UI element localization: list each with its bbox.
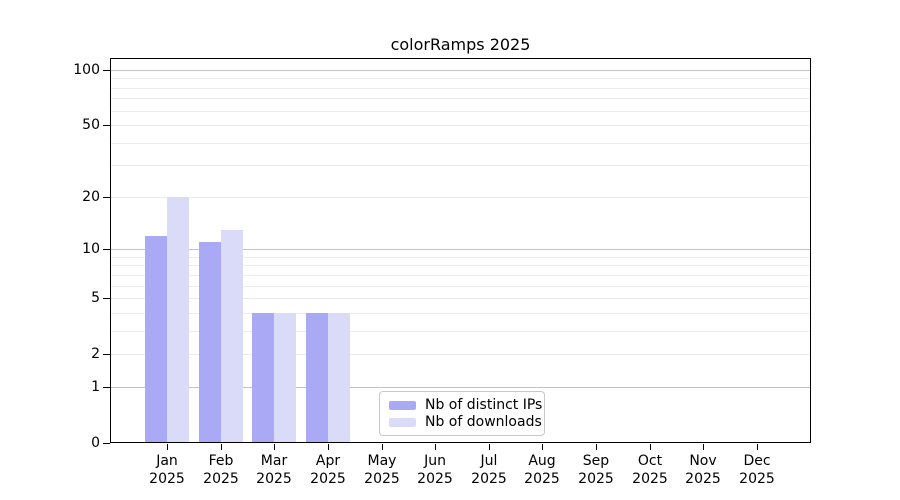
gridline-major [110, 387, 811, 388]
x-tick-label: Mar 2025 [256, 453, 292, 487]
legend-item-distinct-ips: Nb of distinct IPs [389, 397, 542, 414]
x-tick [596, 444, 597, 450]
gridline-minor [110, 257, 811, 258]
y-tick [103, 354, 110, 355]
y-tick [103, 197, 110, 198]
bar-downloads [221, 230, 243, 443]
gridline-minor [110, 298, 811, 299]
y-tick [103, 249, 110, 250]
gridline-major [110, 249, 811, 250]
y-tick [103, 443, 110, 444]
y-tick-label: 5 [91, 290, 100, 306]
gridline-minor [110, 275, 811, 276]
x-tick [167, 444, 168, 450]
gridline-minor [110, 197, 811, 198]
bar-downloads [167, 197, 189, 443]
bar-distinct-ips [145, 236, 167, 443]
x-tick-label: Apr 2025 [310, 453, 346, 487]
x-tick [489, 444, 490, 450]
y-tick [103, 298, 110, 299]
x-tick-label: Feb 2025 [203, 453, 239, 487]
y-tick [103, 70, 110, 71]
x-tick-label: Nov 2025 [685, 453, 721, 487]
gridline-minor [110, 88, 811, 89]
y-tick-label: 100 [73, 62, 100, 78]
plot-frame [110, 58, 811, 443]
x-tick-label: Oct 2025 [632, 453, 668, 487]
y-tick-label: 10 [82, 241, 100, 257]
gridline-minor [110, 313, 811, 314]
bar-distinct-ips [252, 313, 274, 443]
gridline-minor [110, 286, 811, 287]
x-tick-label: Aug 2025 [524, 453, 560, 487]
bar-distinct-ips [306, 313, 328, 443]
x-tick [703, 444, 704, 450]
bar-downloads [274, 313, 296, 443]
gridline-minor [110, 265, 811, 266]
y-tick [103, 387, 110, 388]
y-tick [103, 125, 110, 126]
x-tick [328, 444, 329, 450]
x-tick [221, 444, 222, 450]
gridline-minor [110, 165, 811, 166]
legend: Nb of distinct IPs Nb of downloads [379, 391, 545, 436]
x-tick-label: Sep 2025 [578, 453, 614, 487]
gridline-minor [110, 143, 811, 144]
gridline-minor [110, 111, 811, 112]
legend-item-downloads: Nb of downloads [389, 414, 542, 431]
x-tick-label: Jun 2025 [417, 453, 453, 487]
x-tick [274, 444, 275, 450]
chart-title: colorRamps 2025 [390, 35, 531, 54]
y-tick-label: 50 [82, 117, 100, 133]
x-tick-label: May 2025 [364, 453, 400, 487]
bar-downloads [328, 313, 350, 443]
x-tick [435, 444, 436, 450]
x-tick [757, 444, 758, 450]
legend-swatch-distinct-ips-icon [389, 401, 416, 410]
y-tick-label: 20 [82, 189, 100, 205]
x-tick-label: Dec 2025 [739, 453, 775, 487]
y-tick-label: 1 [91, 379, 100, 395]
legend-label-downloads: Nb of downloads [425, 414, 542, 430]
gridline-minor [110, 331, 811, 332]
x-tick-label: Jan 2025 [149, 453, 185, 487]
legend-label-distinct-ips: Nb of distinct IPs [425, 397, 543, 413]
gridline-major [110, 70, 811, 71]
x-tick [542, 444, 543, 450]
legend-swatch-downloads-icon [389, 418, 416, 427]
x-tick-label: Jul 2025 [471, 453, 507, 487]
gridline-minor [110, 125, 811, 126]
gridline-minor [110, 98, 811, 99]
y-tick-label: 0 [91, 435, 100, 451]
y-tick-label: 2 [91, 346, 100, 362]
gridline-minor [110, 78, 811, 79]
x-tick [650, 444, 651, 450]
bar-distinct-ips [199, 242, 221, 443]
x-tick [382, 444, 383, 450]
gridline-minor [110, 354, 811, 355]
